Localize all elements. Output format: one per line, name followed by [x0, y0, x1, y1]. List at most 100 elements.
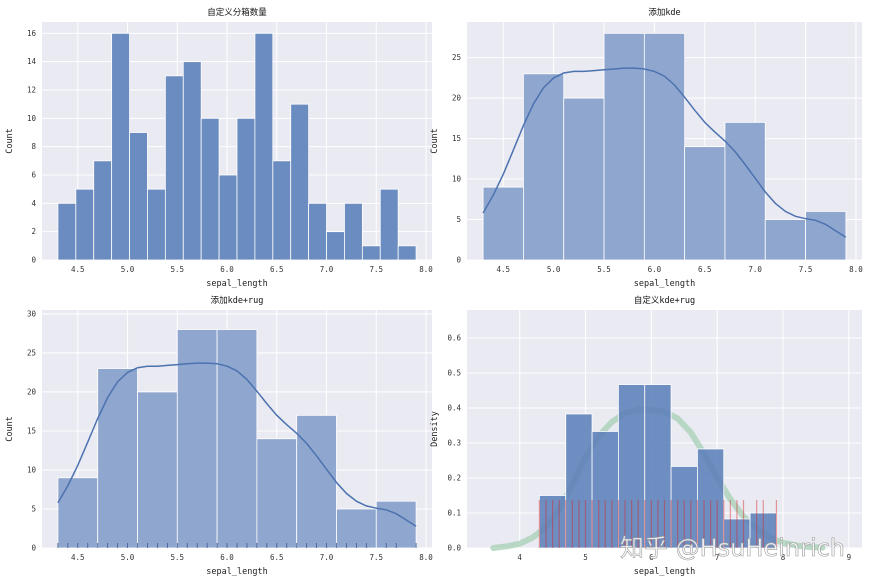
histogram-bar	[111, 32, 130, 261]
y-tick-label: 0	[456, 256, 461, 265]
x-axis-label: sepal_length	[634, 567, 695, 577]
histogram-bar	[256, 438, 298, 549]
y-tick-label: 8	[31, 142, 36, 151]
x-tick-label: 5	[583, 553, 588, 562]
histogram-bar	[326, 231, 345, 261]
histogram-bar	[379, 188, 399, 261]
x-tick-label: 7.5	[799, 265, 813, 274]
x-tick-label: 6	[649, 553, 654, 562]
histogram-bar	[216, 329, 258, 549]
y-tick-label: 25	[452, 53, 461, 62]
histogram-bar	[97, 368, 138, 549]
x-axis-label: sepal_length	[634, 279, 695, 289]
y-tick-label: 15	[452, 134, 461, 143]
y-tick-label: 20	[452, 94, 462, 103]
y-tick-label: 10	[27, 114, 37, 123]
histogram-bar	[308, 202, 327, 261]
y-tick-label: 0.5	[447, 369, 461, 378]
histogram-bar	[57, 202, 77, 261]
y-tick-label: 0.1	[447, 509, 461, 518]
histogram-bar	[563, 97, 605, 261]
y-tick-label: 6	[31, 171, 36, 180]
x-tick-label: 7.0	[748, 265, 762, 274]
chart-title: 添加kde	[648, 7, 680, 18]
y-axis-label: Count	[5, 416, 15, 442]
histogram-bar	[723, 518, 751, 549]
chart-title: 添加kde+rug	[211, 295, 264, 306]
histogram-bar	[603, 32, 645, 261]
chart-title: 自定义分箱数量	[207, 7, 267, 18]
y-tick-label: 4	[31, 199, 36, 208]
x-tick-label: 6.5	[270, 265, 284, 274]
y-tick-label: 20	[27, 387, 37, 396]
histogram-bar	[618, 384, 646, 549]
y-tick-label: 0.4	[447, 404, 461, 413]
chart-title: 自定义kde+rug	[634, 295, 695, 306]
chart-panel-2: 4.5 5.0 5.5 6.0 6.5 7.0 7.5 8.0 0 5 10 15 20 25 添加kde s…	[430, 7, 863, 289]
kde-curve	[57, 362, 417, 527]
histogram-bar	[164, 75, 184, 261]
x-tick-label: 8.0	[849, 265, 863, 274]
x-tick-label: 5.0	[121, 553, 135, 562]
y-tick-label: 2	[31, 227, 36, 236]
histogram-bar	[236, 117, 256, 261]
y-tick-label: 15	[27, 426, 36, 435]
histogram-bar	[684, 146, 726, 261]
x-tick-label: 6.0	[220, 553, 234, 562]
x-tick-label: 7.5	[370, 265, 384, 274]
x-tick-label: 4	[517, 553, 522, 562]
watermark-text: 知乎 @HsuHeinrich	[620, 534, 845, 562]
histogram-bar	[129, 132, 148, 261]
x-tick-label: 4.5	[71, 553, 85, 562]
histogram-bar	[724, 121, 766, 261]
x-tick-label: 5.0	[547, 265, 561, 274]
histogram-bar	[697, 448, 725, 549]
y-tick-label: 0	[31, 256, 36, 265]
histogram-bar	[93, 160, 113, 261]
histogram-bar	[254, 32, 274, 261]
histogram-bar	[290, 103, 310, 261]
x-tick-label: 4.5	[71, 265, 85, 274]
x-tick-label: 7.0	[320, 265, 334, 274]
y-tick-label: 5	[31, 504, 36, 513]
y-tick-label: 0.2	[447, 474, 461, 483]
chart-panel-3: 4.5 5.0 5.5 6.0 6.5 7.0 7.5 8.0 0 5 10 15 20 25 30 添加kd…	[5, 295, 433, 577]
x-tick-label: 4.5	[497, 265, 511, 274]
histogram-bar	[764, 219, 806, 261]
histogram-bar	[296, 414, 337, 549]
x-tick-label: 5.5	[171, 265, 185, 274]
histogram-bar	[361, 245, 381, 261]
x-tick-label: 5.0	[121, 265, 135, 274]
y-tick-label: 0.0	[447, 544, 461, 553]
y-tick-label: 0	[31, 544, 36, 553]
histogram-bar	[344, 202, 363, 261]
x-axis-label: sepal_length	[206, 279, 267, 289]
histogram-bar	[272, 160, 292, 261]
y-axis-label: Count	[5, 128, 15, 154]
histogram-bar	[805, 211, 847, 261]
x-tick-label: 8	[781, 553, 786, 562]
histogram-bar	[176, 329, 218, 549]
histogram-bar	[375, 500, 417, 549]
y-axis-label: Density	[430, 411, 440, 447]
chart-panel-1: 4.5 5.0 5.5 6.0 6.5 7.0 7.5 8.0 0 2 4 6 8 10 12 14 16 自定义…	[5, 7, 433, 289]
x-tick-label: 8.0	[419, 553, 433, 562]
y-tick-label: 14	[27, 57, 37, 66]
histogram-bar	[218, 174, 238, 261]
x-tick-label: 5.5	[597, 265, 611, 274]
histogram-bar	[482, 186, 524, 261]
histogram-bar	[565, 413, 593, 549]
y-axis-label: Count	[430, 128, 440, 154]
x-tick-label: 9	[847, 553, 852, 562]
x-tick-label: 8.0	[419, 265, 433, 274]
x-tick-label: 6.5	[270, 553, 284, 562]
histogram-bar	[182, 61, 202, 261]
x-tick-label: 6.0	[220, 265, 234, 274]
histogram-bar	[57, 477, 99, 549]
histogram-bar	[336, 508, 377, 549]
x-axis-label: sepal_length	[206, 567, 267, 577]
y-tick-label: 5	[456, 215, 461, 224]
y-tick-label: 25	[27, 348, 36, 357]
y-tick-label: 0.3	[447, 439, 461, 448]
